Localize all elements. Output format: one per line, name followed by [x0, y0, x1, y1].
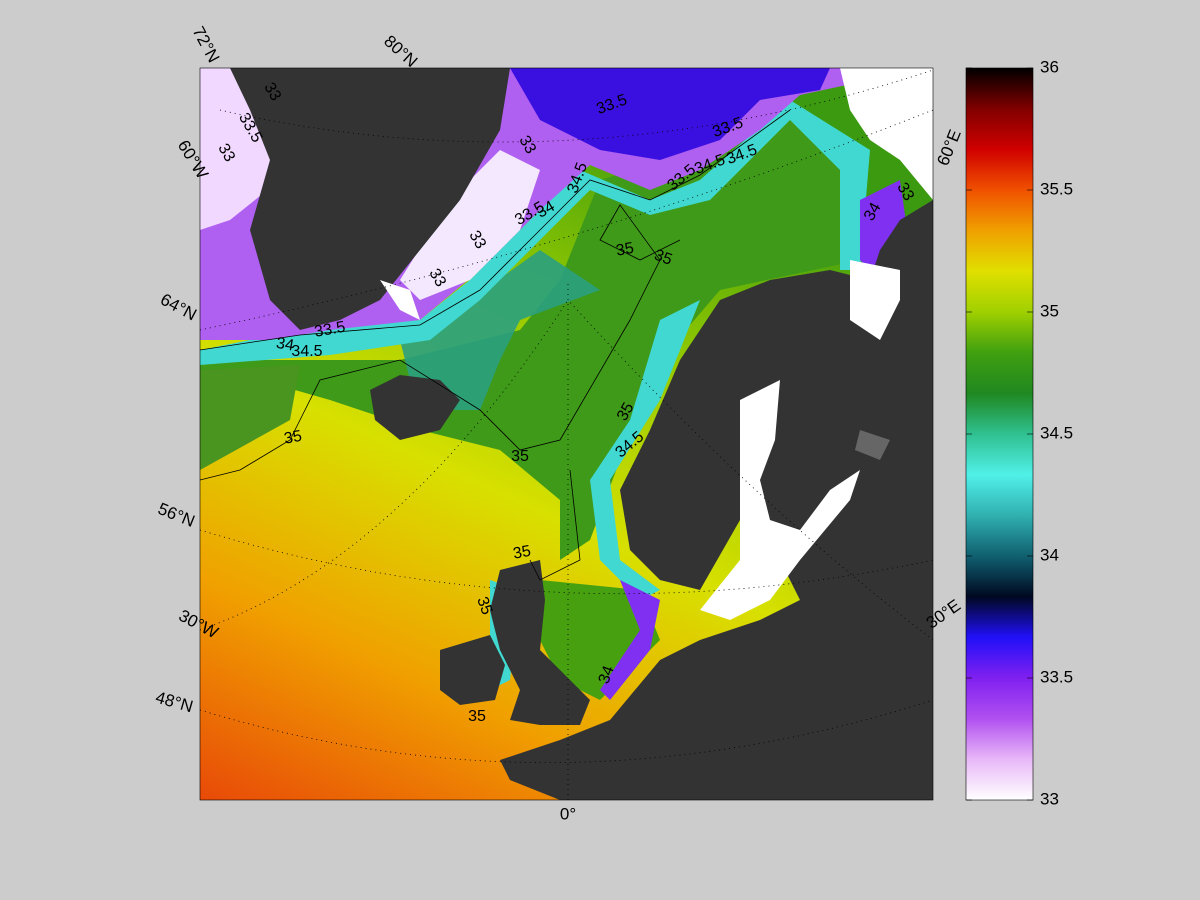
- graticule: [200, 69, 933, 800]
- contour-label: 35: [468, 708, 486, 725]
- contour-label: 34: [596, 664, 618, 687]
- graticule-line: [200, 299, 569, 631]
- contour-label: 35: [283, 428, 304, 448]
- contour-label: 33: [893, 180, 917, 204]
- contour-label: 33: [515, 133, 539, 157]
- ocean-teal: [400, 250, 600, 410]
- contour-label: 35: [615, 240, 636, 260]
- contour-label: 33: [214, 141, 238, 165]
- colorbar-tick-label: 36: [1040, 57, 1059, 76]
- graticule-label: 56°N: [155, 499, 197, 531]
- colorbar-scale: [965, 67, 1034, 801]
- contour-label: 35: [512, 543, 533, 563]
- contour-label: 34.5: [291, 343, 322, 360]
- contours: [200, 109, 791, 581]
- lake: [855, 430, 890, 460]
- ocean-purple: [600, 580, 660, 700]
- ocean-cyan: [200, 100, 870, 365]
- fresh-water: [380, 280, 420, 320]
- ocean-cyan: [590, 300, 700, 600]
- graticule-line: [219, 69, 933, 143]
- colorbar-tick-label: 34: [1040, 545, 1059, 564]
- contour-line: [200, 109, 791, 351]
- map-area: 333333.533.533.53334.533.53433.534.534.5…: [200, 68, 933, 800]
- colorbar-tick-label: 35.5: [1040, 179, 1073, 198]
- ireland: [440, 635, 505, 705]
- ocean-green: [200, 110, 860, 560]
- contour-label: 33: [465, 228, 489, 252]
- white-sea: [850, 260, 900, 340]
- graticule-label: 48°N: [153, 688, 195, 717]
- great-britain: [490, 560, 590, 725]
- map-frame: [199, 67, 934, 801]
- graticule-label: 72°N: [189, 23, 224, 65]
- colorbar-tick-label: 34.5: [1040, 423, 1073, 442]
- contour-label: 34: [275, 335, 296, 355]
- contour-label: 35: [614, 400, 638, 424]
- contour-label: 34: [861, 200, 885, 224]
- contour-label: 35: [652, 247, 675, 269]
- contour-label: 33: [260, 80, 284, 104]
- contour-label: 35: [511, 448, 529, 465]
- baltic-sea: [700, 380, 860, 620]
- graticule-line: [567, 299, 933, 641]
- graticule-label: 60°E: [933, 127, 964, 168]
- graticule-label: 0°: [560, 804, 576, 823]
- contour-label: 35: [473, 595, 495, 618]
- contour-line: [529, 469, 581, 581]
- graticule-label: 80°N: [380, 31, 421, 71]
- colorbar-tick-label: 33: [1040, 789, 1059, 808]
- ice: [840, 68, 933, 200]
- colorbar: 33 33.5 34 34.5 35 35.5 36: [965, 57, 1073, 808]
- contour-label: 33: [425, 266, 449, 290]
- graticule-line: [200, 109, 933, 331]
- colorbar-tick-label: 35: [1040, 301, 1059, 320]
- colorbar-tick-label: 33.5: [1040, 667, 1073, 686]
- graticule-label: 64°N: [157, 290, 199, 325]
- contour-label: 33.5: [313, 319, 347, 341]
- fresh-water: [400, 150, 540, 300]
- ocean-green: [200, 365, 300, 470]
- greenland: [230, 68, 510, 330]
- scandinavia-europe: [500, 200, 933, 800]
- contour-label: 34: [534, 198, 558, 222]
- ocean-blue: [510, 68, 830, 160]
- iceland: [370, 375, 460, 440]
- contour-line: [200, 204, 681, 481]
